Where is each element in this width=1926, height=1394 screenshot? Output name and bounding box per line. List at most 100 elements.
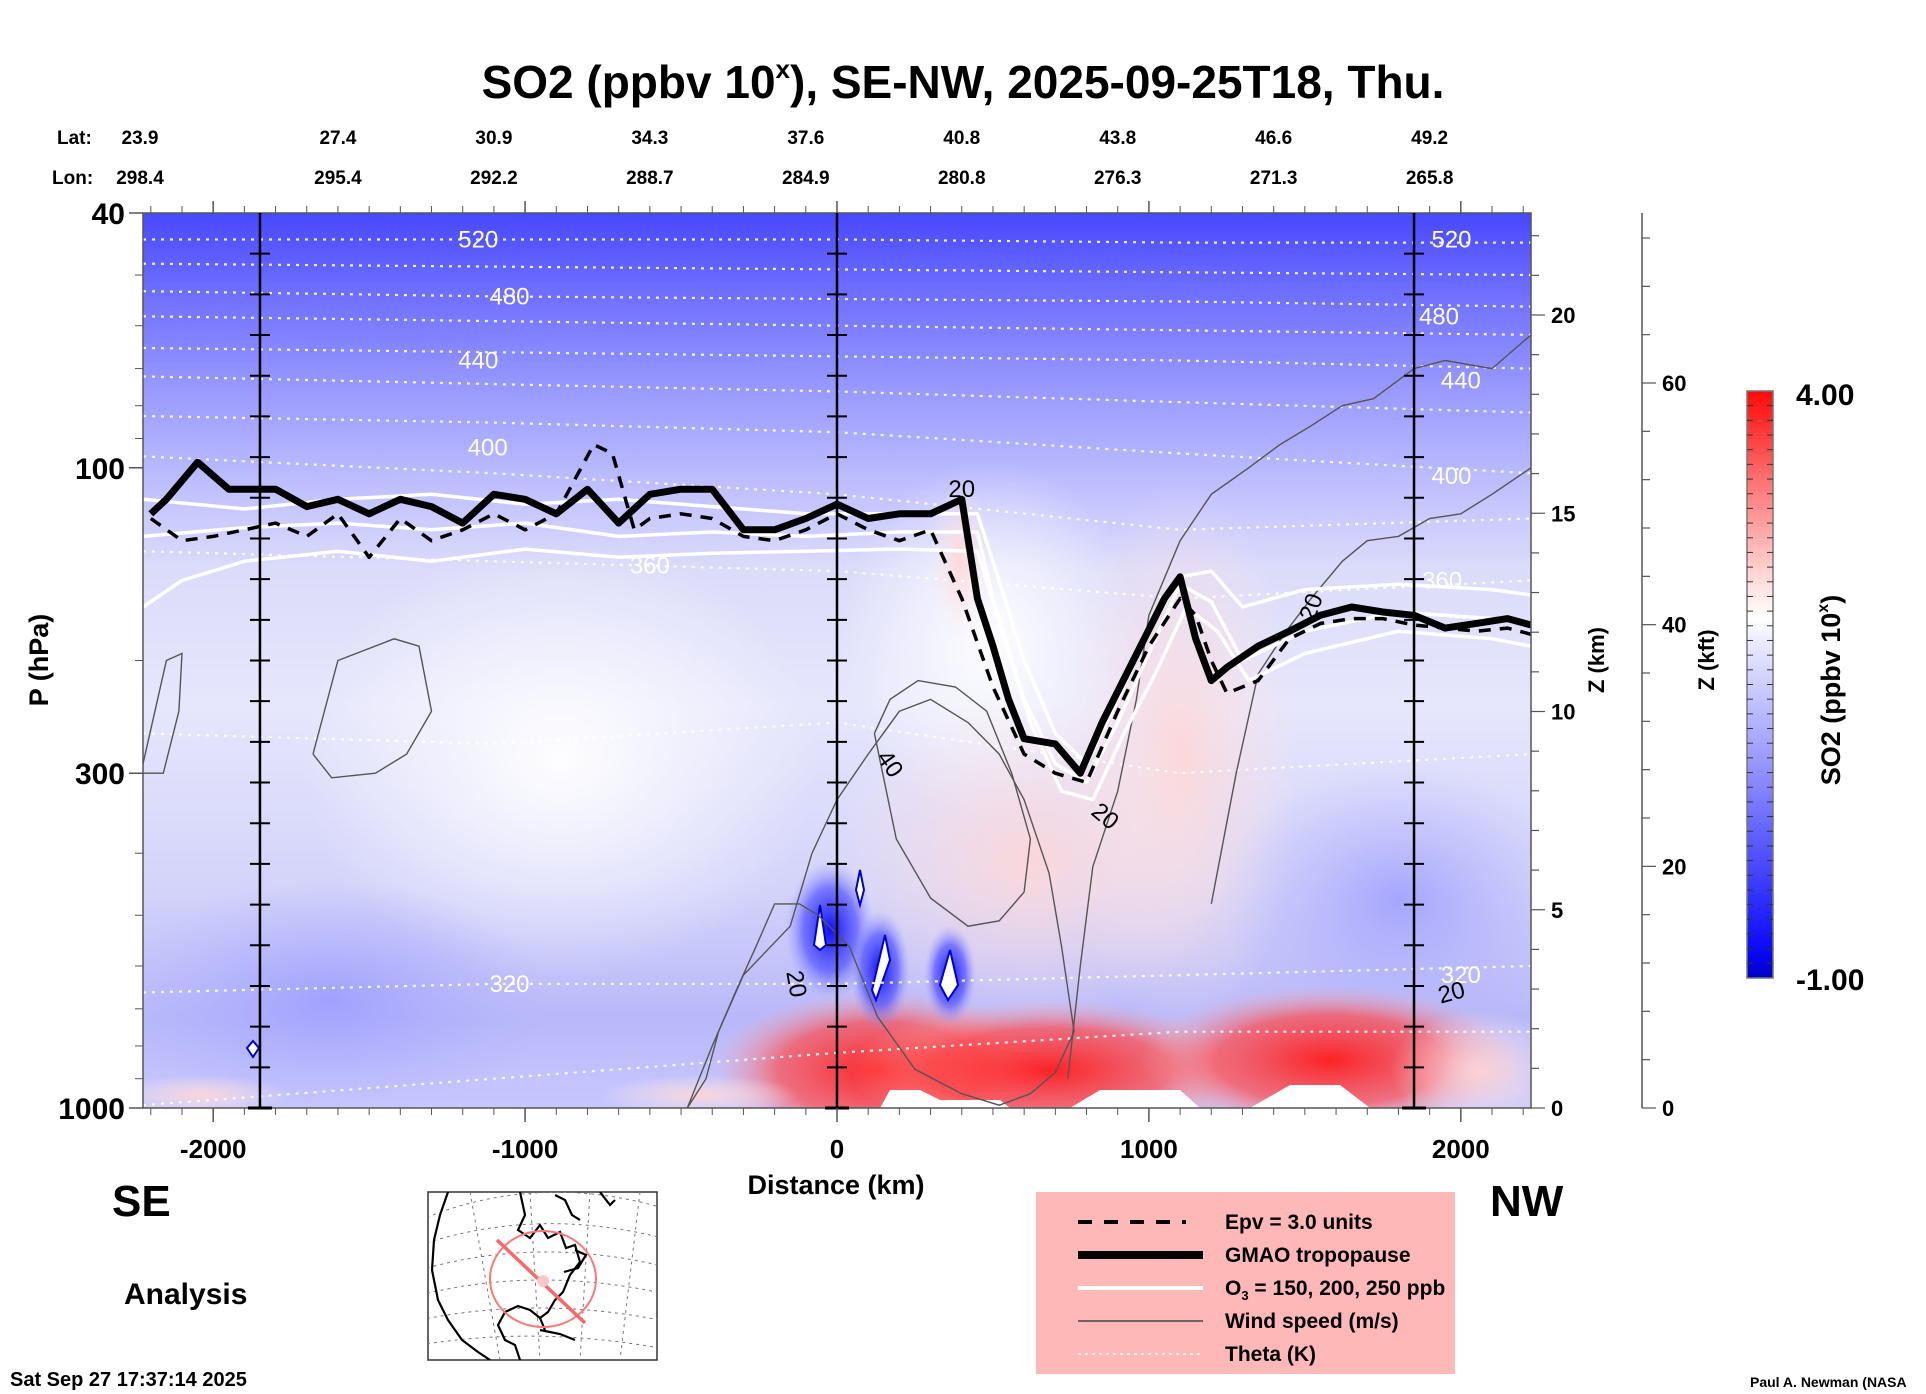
field-white-spot: [938, 949, 960, 1002]
lat-value: 37.6: [787, 128, 824, 149]
x-axis-label: Distance (km): [747, 1170, 924, 1200]
lat-value: 23.9: [122, 128, 159, 149]
theta-label: 400: [1431, 463, 1471, 490]
z-km-tick-label: 15: [1551, 501, 1575, 526]
wind-speed-label: 20: [948, 476, 975, 503]
map-inset: [427, 1191, 658, 1361]
z-km-tick-label: 5: [1551, 898, 1563, 923]
legend-label-tropopause: GMAO tropopause: [1225, 1244, 1411, 1267]
z-kft-tick-label: 0: [1662, 1096, 1674, 1121]
legend-label-theta: Theta (K): [1225, 1343, 1316, 1366]
lat-lon-header: Lat: Lon: 23.9 298.4 27.4 295.4 30.9 292.2 34.…: [52, 128, 1453, 189]
legend: Epv = 3.0 units GMAO tropopause O3 = 150…: [1036, 1192, 1455, 1374]
direction-se: SE: [112, 1177, 171, 1226]
x-tick-label: -1000: [492, 1134, 559, 1164]
field-pink-region: [143, 1075, 290, 1108]
chart-title: SO2 (ppbv 10x), SE-NW, 2025-09-25T18, Th…: [482, 54, 1445, 108]
colorbar: 4.00 -1.00 SO2 (ppbv 10x): [1746, 379, 1864, 997]
legend-label-wind: Wind speed (m/s): [1225, 1310, 1399, 1333]
z-kft-tick-label: 20: [1662, 854, 1686, 879]
z-km-tick-label: 0: [1551, 1096, 1563, 1121]
field-pink-region: [600, 1075, 800, 1108]
legend-label-ozone: O3 = 150, 200, 250 ppb: [1225, 1277, 1445, 1303]
theta-label: 480: [1419, 303, 1459, 330]
x-tick-label: 1000: [1120, 1134, 1178, 1164]
y-tick-label: 1000: [58, 1093, 125, 1126]
colorbar-ticks: [1747, 405, 1773, 964]
map-range-circle: [489, 1230, 597, 1328]
tropopause-line: [148, 458, 1531, 777]
lat-label: Lat:: [57, 128, 92, 149]
field-white-spot: [854, 869, 866, 909]
terrain-mask: [1250, 1085, 1370, 1108]
lat-value: 43.8: [1099, 128, 1136, 149]
terrain-mask: [836, 1090, 1010, 1108]
analysis-label: Analysis: [124, 1278, 247, 1311]
lat-value: 34.3: [631, 128, 668, 149]
lon-value: 298.4: [116, 168, 164, 189]
field-white-spot: [812, 904, 828, 952]
field-white-region: [300, 540, 820, 980]
field-white-spot: [245, 1039, 261, 1059]
wind-speed-contour: [312, 638, 433, 779]
map-coastlines: [430, 1192, 616, 1360]
field-blue-region: [143, 880, 550, 1108]
terrain-mask: [1070, 1090, 1200, 1108]
y-tick-label: 100: [75, 453, 125, 486]
lon-value: 295.4: [314, 168, 362, 189]
lon-value: 288.7: [626, 168, 674, 189]
wind-speed-contour: [143, 652, 183, 774]
lon-value: 280.8: [938, 168, 986, 189]
y-tick-label: 300: [75, 758, 125, 791]
field-blue-region: [1220, 760, 1531, 1040]
timestamp: Sat Sep 27 17:37:14 2025: [10, 1369, 247, 1391]
direction-nw: NW: [1490, 1177, 1564, 1226]
legend-label-epv: Epv = 3.0 units: [1225, 1211, 1373, 1234]
credit: Paul A. Newman (NASA: [1750, 1374, 1907, 1390]
theta-label: 360: [1422, 568, 1462, 595]
field-pink-region: [1390, 1010, 1531, 1108]
colorbar-min-label: -1.00: [1796, 964, 1864, 997]
z-kft-tick-label: 40: [1662, 613, 1686, 638]
z-km-axis-label: Z (km): [1584, 627, 1609, 693]
epv-line: [149, 442, 1531, 785]
lat-value: 40.8: [943, 128, 980, 149]
lon-value: 292.2: [470, 168, 518, 189]
ozone-line: [143, 547, 1531, 802]
theta-label: 480: [489, 283, 529, 310]
z-km-tick-label: 20: [1551, 303, 1575, 328]
lat-value: 27.4: [319, 128, 356, 149]
theta-label: 520: [458, 227, 498, 254]
z-kft-tick-label: 60: [1662, 371, 1686, 396]
lon-value: 276.3: [1094, 168, 1142, 189]
wind-speed-contour: [686, 698, 1075, 1108]
theta-label: 400: [468, 435, 508, 462]
theta-label: 520: [1431, 227, 1471, 254]
colorbar-max-label: 4.00: [1796, 379, 1854, 412]
wind-speed-label: 20: [780, 969, 811, 1000]
x-tick-label: 0: [830, 1134, 844, 1164]
colorbar-label: SO2 (ppbv 10x): [1815, 595, 1846, 785]
so2-field: [143, 213, 1531, 1108]
y-axis-label: P (hPa): [24, 614, 54, 707]
theta-label: 320: [1441, 962, 1481, 989]
lon-value: 265.8: [1406, 168, 1454, 189]
lon-value: 271.3: [1250, 168, 1298, 189]
ozone-line: [143, 492, 1531, 766]
lat-value: 49.2: [1411, 128, 1448, 149]
lon-label: Lon:: [52, 168, 93, 189]
x-tick-label: 2000: [1432, 1134, 1490, 1164]
lat-value: 46.6: [1255, 128, 1292, 149]
z-kft-axis-label: Z (kft): [1694, 629, 1719, 690]
wind-speed-contour: [1067, 334, 1531, 1079]
theta-label: 360: [630, 552, 670, 579]
theta-label: 320: [489, 971, 529, 998]
field-white-spot: [870, 934, 892, 1003]
lon-value: 284.9: [782, 168, 830, 189]
lat-value: 30.9: [475, 128, 512, 149]
y-tick-label: 40: [92, 198, 125, 231]
wind-speed-contour: [873, 679, 1032, 927]
map-track: [489, 1230, 597, 1328]
x-tick-label: -2000: [180, 1134, 247, 1164]
